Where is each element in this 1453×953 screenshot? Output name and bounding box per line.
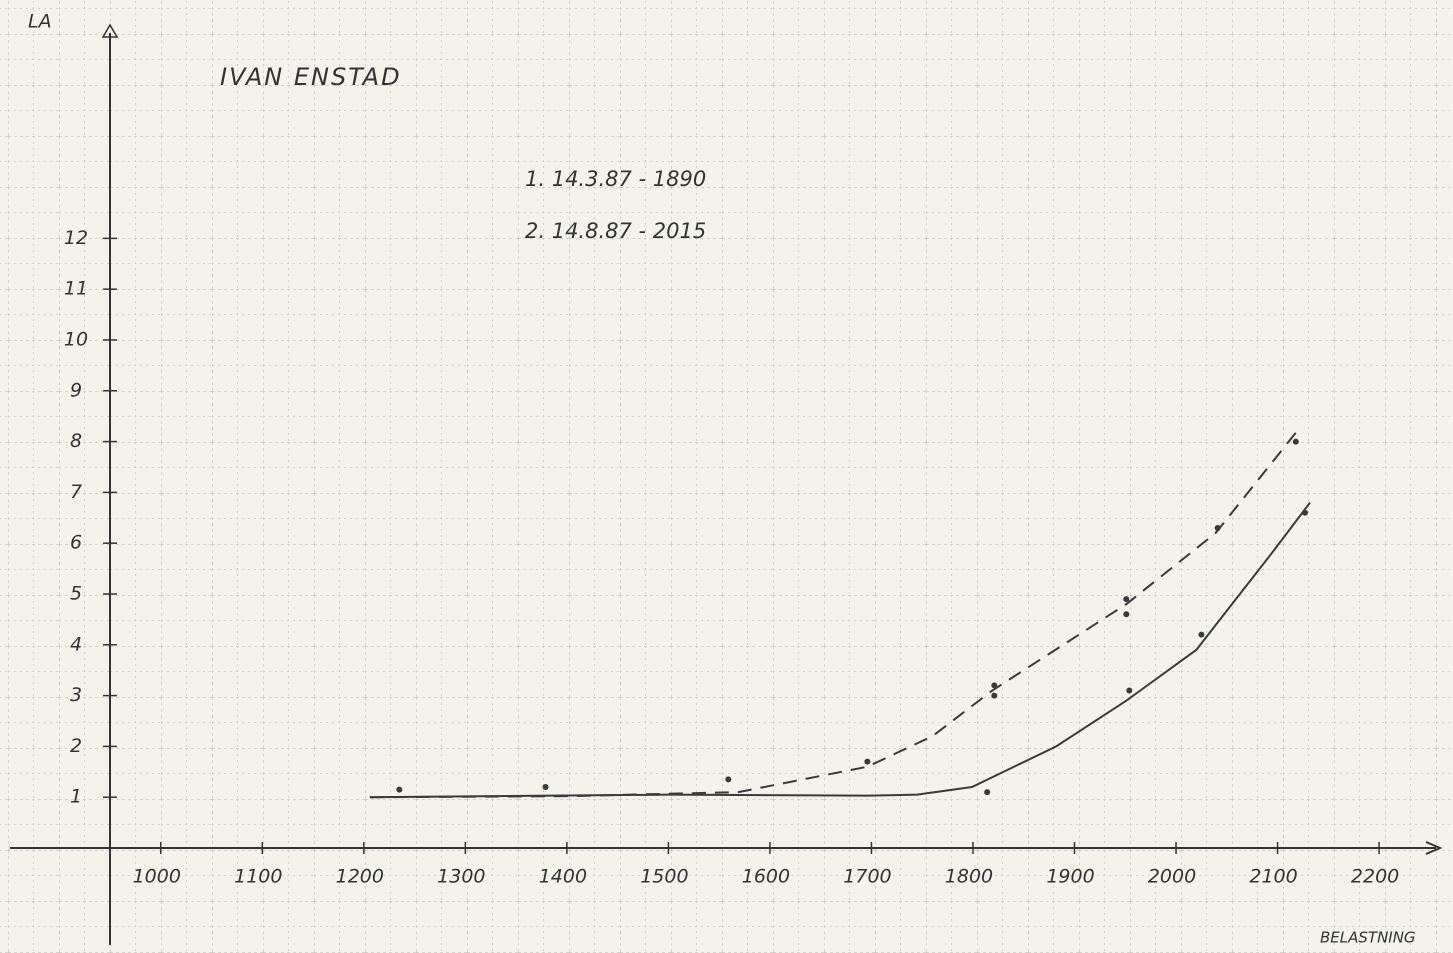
data-point	[725, 776, 731, 782]
x-tick-label: 1500	[640, 866, 688, 888]
data-point	[1293, 439, 1299, 445]
x-tick-label: 1800	[945, 866, 993, 888]
data-point	[991, 682, 997, 688]
y-tick-label: 3	[70, 684, 82, 706]
y-tick-label: 9	[70, 379, 82, 401]
data-point	[1198, 632, 1204, 638]
data-point	[991, 693, 997, 699]
y-tick-label: 5	[70, 582, 82, 604]
x-axis-label: BELASTNING	[1320, 929, 1416, 947]
x-tick-label: 2000	[1148, 866, 1196, 888]
x-tick-label: 1900	[1046, 866, 1094, 888]
y-tick-label: 11	[64, 278, 88, 300]
y-tick-label: 1	[70, 786, 82, 808]
y-tick-label: 6	[70, 532, 82, 554]
x-tick-label: 2100	[1249, 866, 1297, 888]
y-tick-label: 8	[70, 430, 82, 452]
x-tick-label: 2200	[1351, 866, 1399, 888]
y-tick-label: 12	[64, 227, 88, 249]
y-tick-label: 4	[70, 633, 82, 655]
data-point	[396, 787, 402, 793]
y-axis-label: LA	[28, 11, 52, 33]
chart: IVAN ENSTAD LA BELASTNING 1. 14.3.87 - 1…	[0, 0, 1453, 953]
graph-paper-grid	[0, 0, 1453, 953]
data-point	[1123, 611, 1129, 617]
chart-title: IVAN ENSTAD	[220, 63, 402, 91]
y-tick-label: 7	[70, 481, 82, 503]
y-tick-label: 10	[64, 328, 88, 350]
legend-entry: 1. 14.3.87 - 1890	[525, 167, 706, 191]
data-point	[864, 759, 870, 765]
x-tick-label: 1400	[539, 866, 587, 888]
data-point	[1302, 510, 1308, 516]
y-tick-label: 2	[70, 735, 82, 757]
data-point	[1215, 525, 1221, 531]
data-point	[1126, 688, 1132, 694]
data-point	[543, 784, 549, 790]
legend-entry: 2. 14.8.87 - 2015	[525, 219, 706, 243]
x-tick-label: 1200	[336, 866, 384, 888]
x-tick-label: 1000	[133, 866, 181, 888]
x-tick-label: 1600	[742, 866, 790, 888]
x-tick-label: 1700	[843, 866, 891, 888]
data-point	[984, 789, 990, 795]
x-tick-label: 1300	[437, 866, 485, 888]
x-tick-label: 1100	[234, 866, 282, 888]
data-point	[1123, 596, 1129, 602]
